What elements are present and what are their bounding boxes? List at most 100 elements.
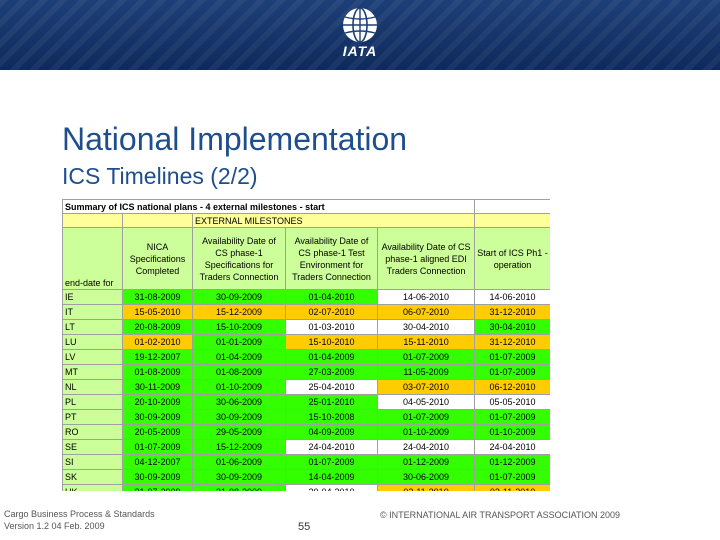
- date-cell: 01-02-2010: [122, 334, 193, 350]
- date-cell: 01-04-2009: [285, 349, 378, 365]
- table-row: LV 19-12-2007 01-04-2009 01-04-2009 01-07-20…: [62, 349, 550, 365]
- date-cell: 01-08-2009: [192, 364, 286, 380]
- country-cell: LT: [62, 319, 123, 335]
- date-cell: 01-03-2010: [285, 319, 378, 335]
- empty-cell: [474, 213, 550, 228]
- date-cell: 30-11-2009: [122, 379, 193, 395]
- country-cell: IT: [62, 304, 123, 320]
- column-header: Availability Date of CS phase-1 Test Env…: [285, 227, 378, 290]
- date-cell: 01-07-2009: [285, 454, 378, 470]
- date-cell: 01-07-2009: [122, 439, 193, 455]
- footer-left: Cargo Business Process & Standards Versi…: [4, 508, 155, 532]
- table-row: NL 30-11-2009 01-10-2009 25-04-2010 03-07-20…: [62, 379, 550, 395]
- date-cell: 27-03-2009: [285, 364, 378, 380]
- footer-version: Version 1.2 04 Feb. 2009: [4, 521, 105, 531]
- date-cell: 30-09-2009: [122, 469, 193, 485]
- table-row: PT 30-09-2009 30-09-2009 15-10-2008 01-07-20…: [62, 409, 550, 425]
- group-header: EXTERNAL MILESTONES: [191, 213, 476, 228]
- date-cell: 01-06-2009: [192, 454, 286, 470]
- date-cell: 14-04-2009: [285, 469, 378, 485]
- date-cell: 01-12-2009: [376, 454, 476, 470]
- table-row: RO 20-05-2009 29-05-2009 04-09-2009 01-10-20…: [62, 424, 550, 440]
- date-cell: 06-12-2010: [474, 379, 550, 395]
- date-cell: 30-06-2009: [376, 469, 476, 485]
- country-cell: PL: [62, 394, 123, 410]
- date-cell: 01-10-2009: [474, 424, 550, 440]
- date-cell: 25-04-2010: [285, 379, 378, 395]
- date-cell: 01-07-2009: [474, 409, 550, 425]
- page-title: National Implementation: [62, 121, 408, 157]
- date-cell: 30-09-2009: [192, 469, 286, 485]
- date-cell: 31-07-2009: [122, 484, 193, 491]
- date-cell: 20-10-2009: [122, 394, 193, 410]
- date-cell: 30-09-2009: [192, 409, 286, 425]
- date-cell: 01-04-2010: [285, 289, 378, 305]
- footer-department: Cargo Business Process & Standards: [4, 509, 155, 519]
- date-cell: 04-09-2009: [285, 424, 378, 440]
- date-cell: 30-04-2010: [474, 319, 550, 335]
- date-cell: 06-07-2010: [376, 304, 476, 320]
- date-cell: 02-11-2010: [474, 484, 550, 491]
- date-cell: 01-07-2009: [376, 409, 476, 425]
- column-header: Availability Date of CS phase-1 aligned …: [376, 227, 476, 290]
- date-cell: 30-04-2010: [376, 319, 476, 335]
- date-cell: 31-08-2009: [122, 289, 193, 305]
- date-cell: 05-05-2010: [474, 394, 550, 410]
- date-cell: 04-12-2007: [122, 454, 193, 470]
- table-row: UK31-07-200931-08-200920-04-201002-11-20…: [62, 484, 550, 491]
- table-row: SI 04-12-2007 01-06-2009 01-07-2009 01-12-20…: [62, 454, 550, 470]
- date-cell: 24-04-2010: [285, 439, 378, 455]
- country-cell: RO: [62, 424, 123, 440]
- page-subtitle: ICS Timelines (2/2): [62, 163, 258, 189]
- date-cell: 04-05-2010: [376, 394, 476, 410]
- date-cell: 15-11-2010: [376, 334, 476, 350]
- date-cell: 01-07-2009: [474, 364, 550, 380]
- timeline-table-container: Summary of ICS national plans - 4 extern…: [62, 199, 550, 491]
- date-cell: 29-05-2009: [192, 424, 286, 440]
- date-cell: 31-12-2010: [474, 334, 550, 350]
- date-cell: 25-01-2010: [285, 394, 378, 410]
- date-cell: 14-06-2010: [376, 289, 476, 305]
- date-cell: 01-08-2009: [122, 364, 193, 380]
- column-header: NICA Specifications Completed: [122, 227, 193, 290]
- date-cell: 24-04-2010: [474, 439, 550, 455]
- page-number: 55: [298, 521, 311, 533]
- header-banner: IATA: [0, 0, 720, 70]
- table-title-empty-cell: [474, 199, 550, 214]
- country-cell: IE: [62, 289, 123, 305]
- table-row: SE 01-07-2009 15-12-2009 24-04-2010 24-04-20…: [62, 439, 550, 455]
- date-cell: 30-09-2009: [192, 289, 286, 305]
- country-cell: NL: [62, 379, 123, 395]
- country-cell: SI: [62, 454, 123, 470]
- date-cell: 20-05-2009: [122, 424, 193, 440]
- date-cell: 11-05-2009: [376, 364, 476, 380]
- date-cell: 15-10-2008: [285, 409, 378, 425]
- country-cell: LU: [62, 334, 123, 350]
- country-cell: SE: [62, 439, 123, 455]
- date-cell: 01-07-2009: [474, 469, 550, 485]
- column-header: end-date for: [62, 227, 123, 290]
- date-cell: 15-12-2009: [192, 304, 286, 320]
- date-cell: 02-11-2010: [376, 484, 476, 491]
- empty-cell: [122, 213, 193, 228]
- date-cell: 01-10-2009: [376, 424, 476, 440]
- empty-cell: [62, 213, 123, 228]
- date-cell: 15-10-2010: [285, 334, 378, 350]
- date-cell: 03-07-2010: [376, 379, 476, 395]
- iata-logo: IATA: [326, 6, 394, 66]
- date-cell: 15-10-2009: [192, 319, 286, 335]
- timeline-table: Summary of ICS national plans - 4 extern…: [62, 199, 550, 491]
- country-cell: LV: [62, 349, 123, 365]
- country-cell: MT: [62, 364, 123, 380]
- table-row: PL 20-10-2009 30-06-2009 25-01-2010 04-05-20…: [62, 394, 550, 410]
- table-row: LT 20-08-2009 15-10-2009 01-03-2010 30-04-20…: [62, 319, 550, 335]
- date-cell: 01-10-2009: [192, 379, 286, 395]
- country-cell: PT: [62, 409, 123, 425]
- table-row: IE 31-08-2009 30-09-2009 01-04-2010 14-06-20…: [62, 289, 550, 305]
- date-cell: 20-04-2010: [285, 484, 378, 491]
- date-cell: 31-08-2009: [192, 484, 286, 491]
- date-cell: 31-12-2010: [474, 304, 550, 320]
- table-row: LU 01-02-2010 01-01-2009 15-10-2010 15-11-20…: [62, 334, 550, 350]
- table-row: SK 30-09-2009 30-09-2009 14-04-2009 30-06-20…: [62, 469, 550, 485]
- table-row: MT 01-08-2009 01-08-2009 27-03-2009 11-05-20…: [62, 364, 550, 380]
